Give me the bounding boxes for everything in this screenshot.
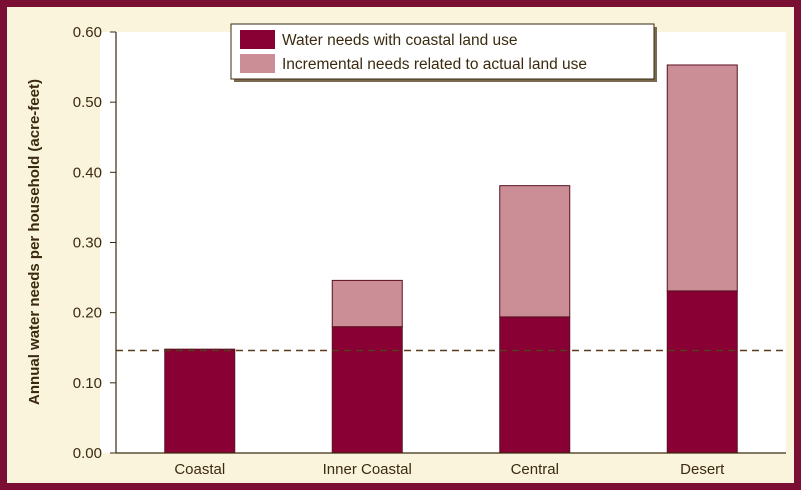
bar-base-desert — [666, 290, 738, 454]
bar-incremental-desert — [666, 64, 738, 292]
bars — [164, 64, 738, 454]
x-label-coastal: Coastal — [174, 461, 225, 478]
x-axis-labels: Coastal Inner Coastal Central Desert — [174, 461, 725, 478]
y-tick-label-0: 0.00 — [73, 445, 102, 462]
y-tick-label-3: 0.30 — [73, 235, 102, 252]
legend-label-0: Water needs with coastal land use — [282, 32, 518, 49]
y-tick-label-6: 0.60 — [73, 24, 102, 41]
bar-base-inner-coastal — [331, 326, 403, 454]
y-tick-label-5: 0.50 — [73, 94, 102, 111]
legend-box — [230, 23, 655, 80]
legend-label-1: Incremental needs related to actual land… — [282, 56, 587, 73]
bar-base-coastal — [164, 348, 236, 454]
axes — [115, 32, 786, 454]
legend-swatch-1 — [240, 54, 275, 73]
y-tick-label-4: 0.40 — [73, 164, 102, 181]
x-label-inner-coastal: Inner Coastal — [323, 461, 412, 478]
legend: Water needs with coastal land use Increme… — [230, 23, 657, 82]
x-label-desert: Desert — [680, 461, 725, 478]
legend-swatch-0 — [240, 30, 275, 49]
bar-incremental-central — [499, 185, 571, 318]
y-tick-label-1: 0.10 — [73, 375, 102, 392]
bar-incremental-inner-coastal — [331, 279, 403, 328]
y-axis-label: Annual water needs per household (acre-f… — [26, 79, 43, 405]
y-tick-label-2: 0.20 — [73, 305, 102, 322]
bar-base-central — [499, 316, 571, 454]
x-label-central: Central — [511, 461, 559, 478]
y-axis-ticks: 0.00 0.10 0.20 0.30 0.40 0.50 0.60 — [73, 24, 116, 462]
